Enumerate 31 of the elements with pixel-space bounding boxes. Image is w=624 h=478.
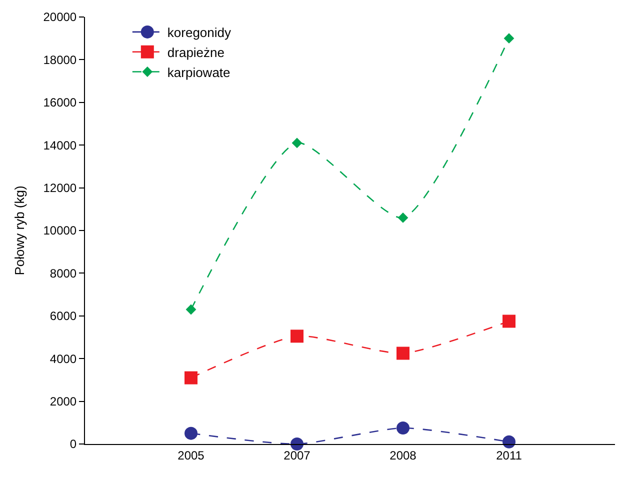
legend-label: koregonidy [167,25,232,40]
y-tick-label: 18000 [43,52,77,67]
x-tick-label: 2007 [284,448,311,462]
y-tick-label: 4000 [50,352,77,366]
legend-label: drapieżne [167,44,225,60]
y-tick-label: 16000 [43,96,77,110]
point [290,438,304,450]
y-tick-label: 12000 [43,181,77,195]
point [184,371,198,384]
x-tick-label: 2008 [390,448,417,462]
point [292,138,302,148]
point [396,346,410,360]
y-tick-label: 6000 [50,309,77,324]
x-tick-label: 2005 [178,448,205,462]
point [504,33,514,44]
y-tick-label: 20000 [43,10,77,24]
y-tick-label: 2000 [50,394,77,408]
y-tick-label: 0 [70,437,77,452]
point [184,426,198,440]
y-tick-label: 14000 [43,138,77,152]
point [290,330,304,343]
y-tick-label: 10000 [43,224,77,238]
point [502,435,516,448]
x-tick-label: 2011 [496,448,522,462]
point [502,314,516,328]
point [398,212,408,223]
y-axis-title: Połowy ryb (kg) [12,186,28,276]
point [186,304,196,315]
y-tick-label: 8000 [50,266,77,280]
point [396,421,410,434]
legend-label: karpiowate [167,64,230,80]
